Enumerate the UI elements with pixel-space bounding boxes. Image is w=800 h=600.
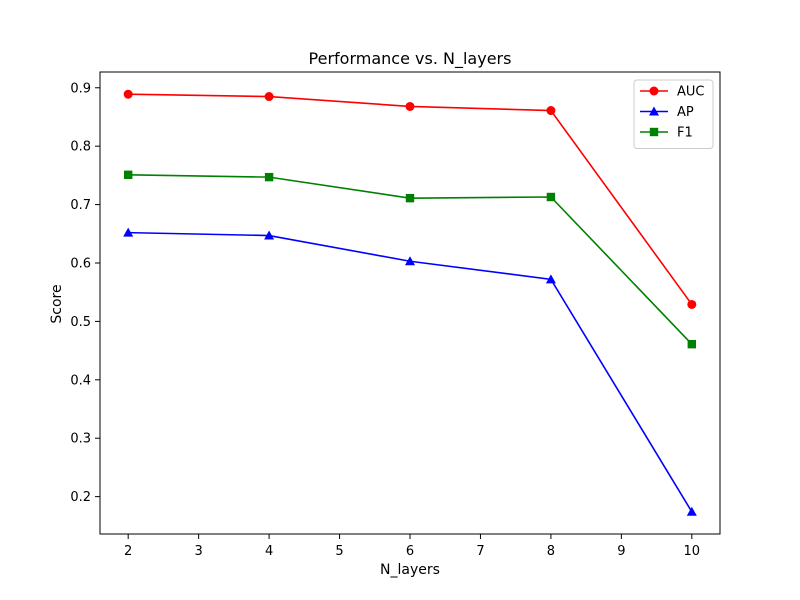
legend: AUC AP F1	[633, 79, 714, 149]
data-point-ap	[405, 256, 415, 266]
series-line-ap	[128, 231, 693, 513]
x-axis-label: N_layers	[380, 562, 440, 578]
data-point-auc	[546, 106, 556, 116]
legend-label-ap: AP	[677, 105, 694, 120]
y-tick-label: 0.6	[70, 256, 91, 271]
y-axis-label: Score	[49, 284, 65, 323]
x-tick-label: 2	[124, 544, 132, 559]
x-tick-label: 3	[194, 544, 202, 559]
data-point-ap	[545, 274, 556, 284]
x-tick-label: 4	[265, 544, 273, 559]
data-point-auc	[405, 101, 415, 111]
data-point-ap	[686, 506, 697, 516]
y-tick-label: 0.7	[70, 198, 91, 213]
legend-marker-ap	[649, 106, 659, 116]
plot-area: 2 3 4 5 6 7 8 9 10 0.2 0.3 0.4 0.5 0.6 0.7 0.8 0.9	[70, 71, 721, 559]
legend-marker-auc	[649, 86, 659, 96]
plot-frame	[99, 71, 721, 535]
data-point-auc	[687, 299, 697, 309]
x-tick-label: 8	[547, 544, 555, 559]
data-point-f1	[546, 192, 556, 202]
y-tick-label: 0.4	[70, 373, 91, 388]
legend-label-auc: AUC	[677, 85, 705, 100]
y-tick-label: 0.5	[70, 315, 91, 330]
y-tick-label: 0.3	[70, 432, 91, 447]
legend-label-f1: F1	[677, 126, 693, 141]
data-point-ap	[264, 230, 275, 240]
x-tick-label: 7	[476, 544, 484, 559]
x-tick-label: 10	[684, 544, 701, 559]
legend-marker-f1	[649, 127, 659, 137]
y-tick-label: 0.8	[70, 140, 91, 155]
x-tick-label: 5	[335, 544, 343, 559]
data-point-f1	[264, 172, 274, 182]
x-tick-label: 9	[617, 544, 625, 559]
data-point-f1	[123, 170, 133, 179]
chart-title: Performance vs. N_layers	[309, 49, 512, 69]
data-point-auc	[123, 89, 133, 99]
y-tick-label: 0.9	[70, 81, 91, 96]
data-point-auc	[264, 92, 274, 102]
x-tick-label: 6	[406, 544, 414, 559]
data-point-f1	[405, 193, 415, 203]
data-point-ap	[123, 227, 134, 237]
data-point-f1	[687, 339, 697, 349]
y-tick-label: 0.2	[70, 490, 91, 505]
